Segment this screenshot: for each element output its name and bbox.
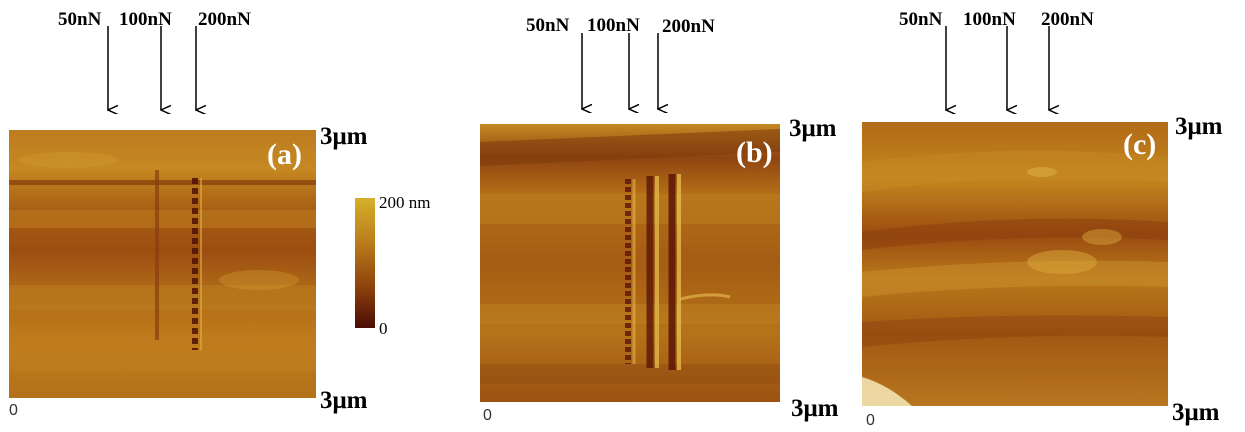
arrow-down-icon (98, 26, 118, 114)
scale-top-c: 3μm (1175, 113, 1223, 140)
panel-label-b: (b) (736, 136, 773, 169)
arrow-down-icon (186, 26, 206, 114)
afm-image-b: (b) (480, 124, 780, 402)
colorbar (355, 198, 375, 328)
force-label-50nN-a: 50nN (58, 9, 102, 30)
scale-right-b: 3μm (791, 395, 839, 422)
scale-top-a: 3μm (320, 123, 368, 150)
colorbar-min-label: 0 (379, 319, 388, 338)
arrow-down-icon (1039, 26, 1059, 114)
force-label-200nN-c: 200nN (1041, 9, 1094, 30)
origin-label-a: 0 (9, 402, 18, 419)
arrow-down-icon (936, 26, 956, 114)
panel-label-c: (c) (1123, 128, 1157, 161)
scale-right-a: 3μm (320, 387, 368, 414)
arrow-down-icon (151, 26, 171, 114)
force-label-200nN-a: 200nN (198, 9, 251, 30)
arrow-down-icon (619, 33, 639, 113)
afm-image-c: (c) (862, 122, 1168, 406)
arrow-down-icon (997, 26, 1017, 114)
scale-right-c: 3μm (1172, 399, 1220, 426)
arrow-down-icon (648, 33, 668, 113)
origin-label-b: 0 (483, 407, 492, 424)
colorbar-max-label: 200 nm (379, 193, 431, 212)
scale-top-b: 3μm (789, 115, 837, 142)
force-label-100nN-a: 100nN (119, 9, 172, 30)
panel-label-a: (a) (267, 138, 302, 171)
force-label-200nN-b: 200nN (662, 16, 715, 37)
force-label-100nN-c: 100nN (963, 9, 1016, 30)
arrow-down-icon (572, 33, 592, 113)
force-label-50nN-b: 50nN (526, 15, 570, 36)
afm-image-a: (a) (9, 130, 316, 398)
force-label-50nN-c: 50nN (899, 9, 943, 30)
force-label-100nN-b: 100nN (587, 15, 640, 36)
origin-label-c: 0 (866, 412, 875, 429)
